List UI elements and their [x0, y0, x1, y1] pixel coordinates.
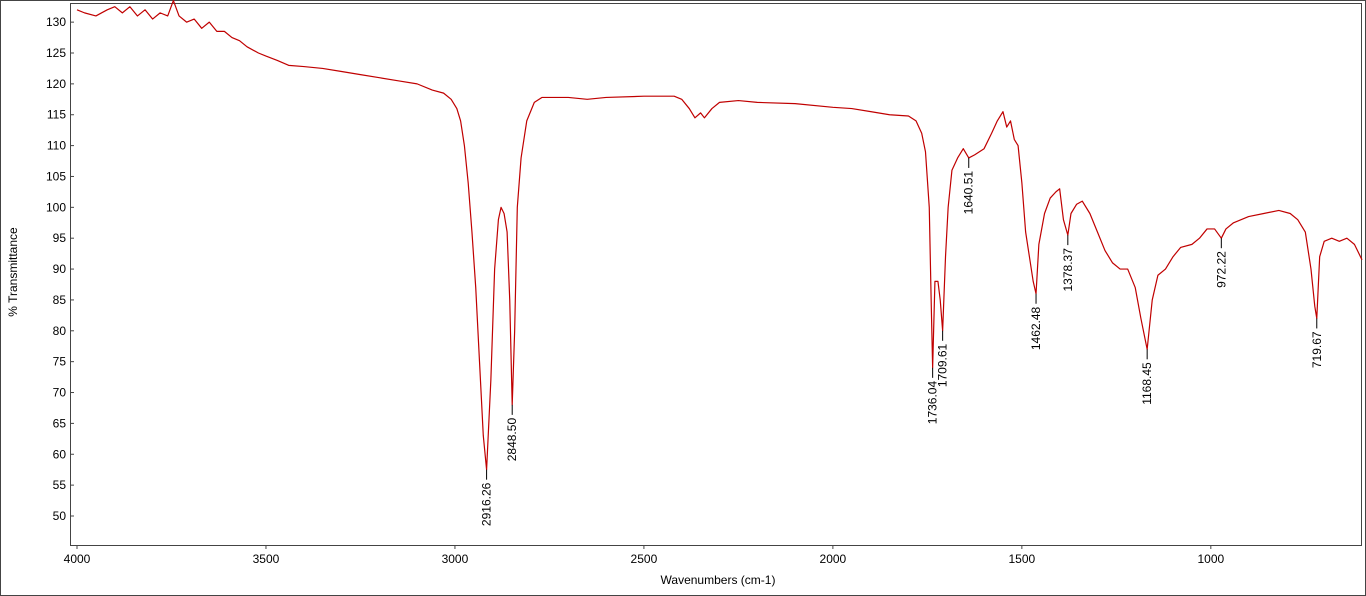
peak-label: 1462.48 [1029, 306, 1043, 350]
y-tick-label: 130 [46, 15, 66, 29]
y-tick-label: 60 [53, 447, 67, 461]
x-tick-label: 2000 [820, 552, 847, 566]
peak-label: 1378.37 [1061, 248, 1075, 292]
peak-label: 2848.50 [505, 418, 519, 462]
peak-label: 972.22 [1214, 251, 1228, 288]
plot-frame [70, 3, 1362, 546]
x-tick-label: 4000 [64, 552, 91, 566]
y-tick-label: 105 [46, 169, 66, 183]
x-tick-label: 3500 [253, 552, 280, 566]
y-axis-label: % Transmittance [6, 227, 20, 317]
y-tick-label: 80 [53, 324, 67, 338]
y-tick-label: 70 [53, 386, 67, 400]
x-tick-label: 3000 [442, 552, 469, 566]
y-tick-label: 100 [46, 200, 66, 214]
x-tick-label: 1000 [1197, 552, 1224, 566]
y-tick-label: 110 [47, 139, 66, 153]
y-tick-label: 120 [46, 77, 66, 91]
y-tick-label: 75 [53, 355, 67, 369]
x-tick-label: 2500 [631, 552, 658, 566]
y-tick-label: 55 [53, 478, 67, 492]
y-tick-label: 65 [53, 416, 67, 430]
x-axis-label: Wavenumbers (cm-1) [661, 573, 776, 587]
spectrum-line [76, 0, 1363, 471]
peak-label: 1736.04 [926, 381, 940, 425]
peak-label: 1168.45 [1140, 362, 1154, 405]
peak-label: 719.67 [1310, 331, 1324, 368]
peak-label: 2916.26 [480, 482, 494, 526]
x-tick-label: 1500 [1009, 552, 1036, 566]
y-tick-label: 50 [53, 509, 67, 523]
y-tick-label: 90 [53, 262, 67, 276]
peak-label: 1640.51 [962, 171, 976, 215]
y-tick-label: 115 [47, 108, 66, 122]
y-tick-label: 125 [46, 46, 66, 60]
y-tick-label: 95 [53, 231, 67, 245]
y-tick-label: 85 [53, 293, 67, 307]
peak-label: 1709.61 [936, 343, 950, 387]
